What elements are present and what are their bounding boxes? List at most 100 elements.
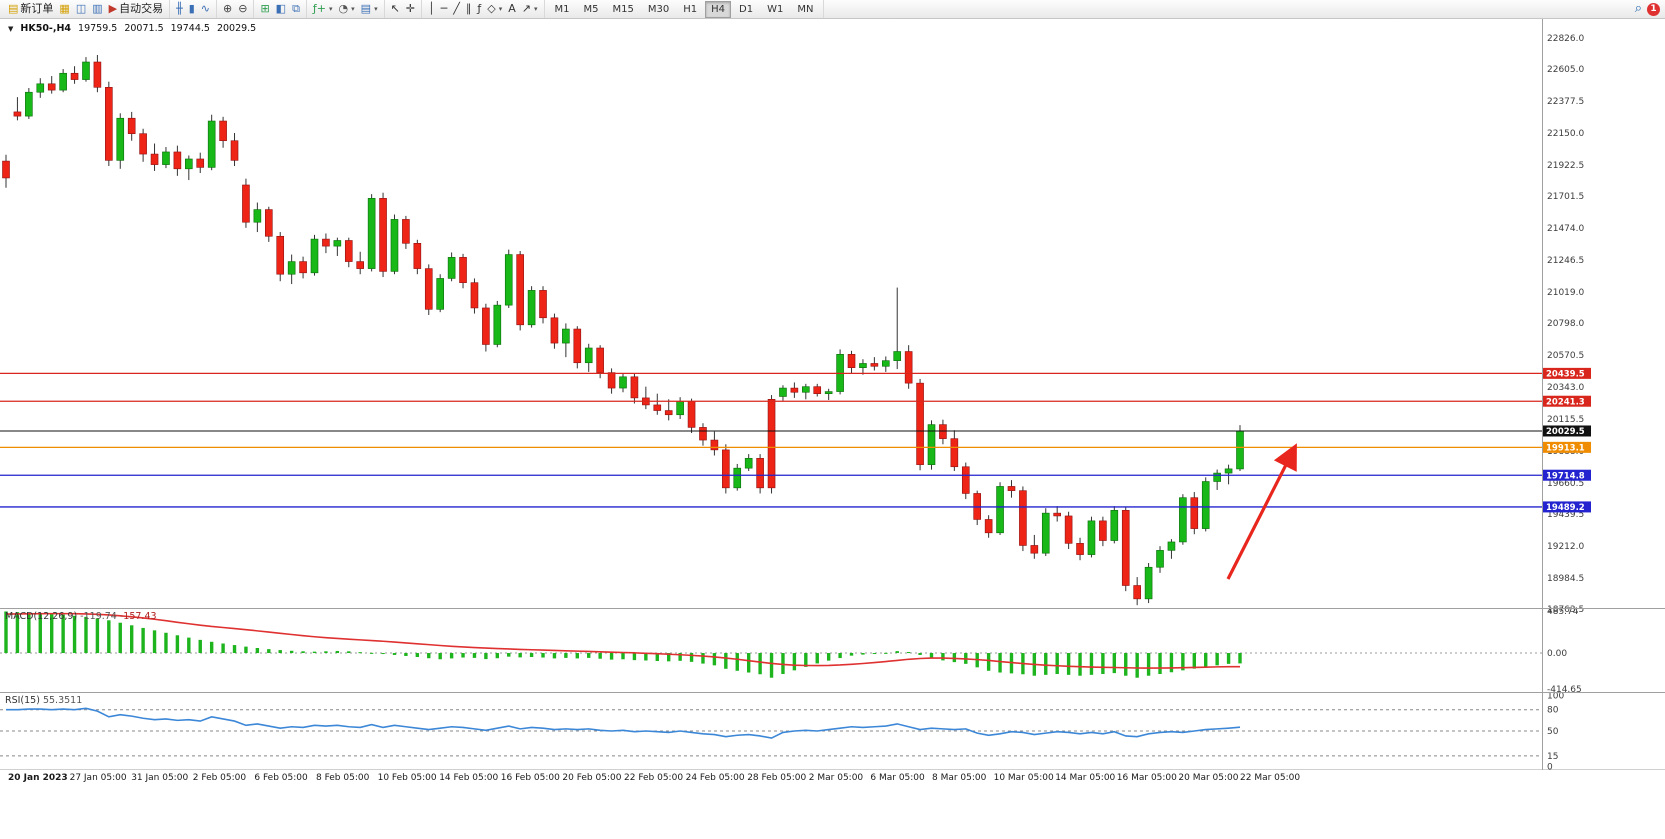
profiles-icon: ◫ — [75, 2, 87, 15]
timeframe-mn-button[interactable]: MN — [797, 3, 814, 15]
timeframe-w1-button[interactable]: W1 — [767, 3, 784, 15]
svg-text:0: 0 — [1547, 762, 1553, 770]
time-label: 22 Mar 05:00 — [1240, 773, 1301, 783]
indicators-icon: ƒ+ — [312, 2, 327, 15]
cursor-icon: ↖ — [390, 2, 400, 15]
line-chart-button[interactable]: ∿ — [198, 1, 213, 17]
dropdown-caret-icon[interactable]: ▾ — [498, 5, 503, 13]
timeframe-m15-button[interactable]: M15 — [612, 3, 634, 15]
arrange-windows-button[interactable]: ◧ — [273, 1, 289, 17]
chart-open-value: 19759.5 — [78, 23, 118, 34]
price-chart[interactable]: 22826.0 22605.0 22377.5 22150.0 21922.5 21701… — [0, 19, 1665, 770]
time-label: 16 Mar 05:00 — [1116, 773, 1177, 783]
horizontal-line-icon: ─ — [440, 2, 448, 15]
time-axis[interactable]: 20 Jan 2023 27 Jan 05:00 31 Jan 05:00 2 Feb… — [0, 770, 1665, 786]
time-label: 28 Feb 05:00 — [747, 773, 807, 783]
arrange-windows-icon: ◧ — [275, 2, 287, 15]
time-label: 8 Feb 05:00 — [316, 773, 370, 783]
svg-text:21246.5: 21246.5 — [1547, 256, 1584, 266]
tile-windows-button[interactable]: ⊞ — [257, 1, 272, 17]
svg-text:19212.0: 19212.0 — [1547, 542, 1584, 552]
chart-symbol-label: HK50-,H4 — [20, 23, 72, 34]
zoom-in-icon: ⊕ — [223, 2, 233, 15]
chart-collapse-icon[interactable]: ▼ — [8, 24, 14, 33]
cursor-group: ↖ ✛ — [385, 0, 423, 18]
chart-high-value: 20071.5 — [124, 23, 164, 34]
timeframe-m30-button[interactable]: M30 — [647, 3, 670, 15]
new-order-icon: ▤ — [8, 2, 19, 15]
text-button[interactable]: A — [505, 1, 519, 17]
timeframe-h4-button[interactable]: H4 — [705, 0, 732, 18]
svg-text:20115.5: 20115.5 — [1547, 415, 1584, 425]
autotrade-icon: ▶ — [108, 2, 118, 15]
macd-label: MACD(12,26,9) -119.74 -157.43 — [5, 611, 157, 622]
macd-signal-line — [5, 612, 1241, 669]
time-label: 24 Feb 05:00 — [685, 773, 745, 783]
svg-text:20439.5: 20439.5 — [1546, 370, 1585, 380]
svg-text:22377.5: 22377.5 — [1547, 97, 1584, 107]
templates-button[interactable]: ▤ ▾ — [358, 1, 381, 17]
timeframe-h1-button[interactable]: H1 — [683, 3, 698, 15]
svg-text:80: 80 — [1547, 706, 1559, 716]
cursor-button[interactable]: ↖ — [388, 1, 403, 17]
fibonacci-button[interactable]: ƒ — [474, 1, 484, 17]
autotrade-button[interactable]: ▶ 自动交易 — [106, 1, 166, 17]
svg-text:21474.0: 21474.0 — [1547, 224, 1584, 234]
dropdown-caret-icon[interactable]: ▾ — [534, 5, 538, 13]
bars-chart-button[interactable]: ╫ — [173, 1, 186, 17]
periods-button[interactable]: ◔ ▾ — [336, 1, 358, 17]
trendline-button[interactable]: ╱ — [450, 1, 463, 17]
zoom-out-button[interactable]: ⊖ — [235, 1, 250, 17]
chart-area[interactable]: ▼ HK50-,H4 19759.5 20071.5 19744.5 20029… — [0, 19, 1665, 786]
candles-chart-icon: ▮ — [188, 2, 195, 15]
dropdown-caret-icon[interactable]: ▾ — [329, 5, 333, 13]
svg-text:18763.5: 18763.5 — [1547, 605, 1584, 615]
time-label: 16 Feb 05:00 — [500, 773, 560, 783]
rsi-line — [6, 707, 1241, 739]
crosshair-icon: ✛ — [405, 2, 416, 15]
macd-histogram — [4, 611, 1242, 678]
time-label: 27 Jan 05:00 — [69, 773, 127, 783]
channel-button[interactable]: ∥ — [463, 1, 475, 17]
svg-text:22605.0: 22605.0 — [1547, 65, 1584, 75]
file-group: ▤ 新订单 ▦ ◫ ▥ ▶ 自动交易 — [2, 0, 171, 18]
timeframe-d1-button[interactable]: D1 — [739, 3, 754, 15]
line-chart-icon: ∿ — [200, 2, 210, 15]
data-window-button[interactable]: ▥ — [89, 1, 105, 17]
template-icon: ▤ — [360, 2, 372, 15]
horizontal-line-button[interactable]: ─ — [438, 1, 451, 17]
clock-icon: ◔ — [338, 2, 349, 15]
time-label: 2 Feb 05:00 — [192, 773, 247, 783]
timeframe-m5-button[interactable]: M5 — [583, 3, 599, 15]
shapes-button[interactable]: ◇ ▾ — [484, 1, 505, 17]
svg-text:19913.1: 19913.1 — [1546, 444, 1585, 454]
svg-text:19660.5: 19660.5 — [1547, 479, 1584, 489]
svg-text:485.74: 485.74 — [1547, 607, 1579, 617]
crosshair-button[interactable]: ✛ — [403, 1, 418, 17]
notification-badge[interactable]: 1 — [1647, 2, 1660, 16]
search-icon[interactable]: ⌕ — [1634, 1, 1642, 16]
new-chart-button[interactable]: ▦ — [56, 1, 72, 17]
svg-text:22150.0: 22150.0 — [1547, 129, 1584, 139]
cascade-windows-button[interactable]: ⧉ — [289, 1, 303, 17]
profiles-button[interactable]: ◫ — [73, 1, 89, 17]
trend-arrow[interactable] — [1226, 443, 1297, 580]
svg-text:21019.0: 21019.0 — [1547, 288, 1584, 298]
zoom-in-button[interactable]: ⊕ — [220, 1, 235, 17]
time-label: 8 Mar 05:00 — [932, 773, 987, 783]
dropdown-caret-icon[interactable]: ▾ — [374, 5, 378, 13]
time-label: 6 Mar 05:00 — [870, 773, 925, 783]
svg-text:50: 50 — [1547, 727, 1559, 737]
chart-close-value: 20029.5 — [216, 23, 257, 34]
timeframe-m1-button[interactable]: M1 — [554, 3, 570, 15]
indicators-button[interactable]: ƒ+ ▾ — [310, 1, 336, 17]
dropdown-caret-icon[interactable]: ▾ — [351, 5, 355, 13]
candles-chart-button[interactable]: ▮ — [186, 1, 198, 17]
vertical-line-button[interactable]: │ — [425, 1, 438, 17]
svg-text:15: 15 — [1547, 752, 1558, 762]
arrows-button[interactable]: ↗ ▾ — [519, 1, 541, 17]
text-icon: A — [508, 2, 516, 15]
time-label: 20 Mar 05:00 — [1178, 773, 1239, 783]
autotrade-button-label: 自动交易 — [119, 2, 164, 15]
new-order-button[interactable]: ▤ 新订单 — [5, 1, 56, 17]
